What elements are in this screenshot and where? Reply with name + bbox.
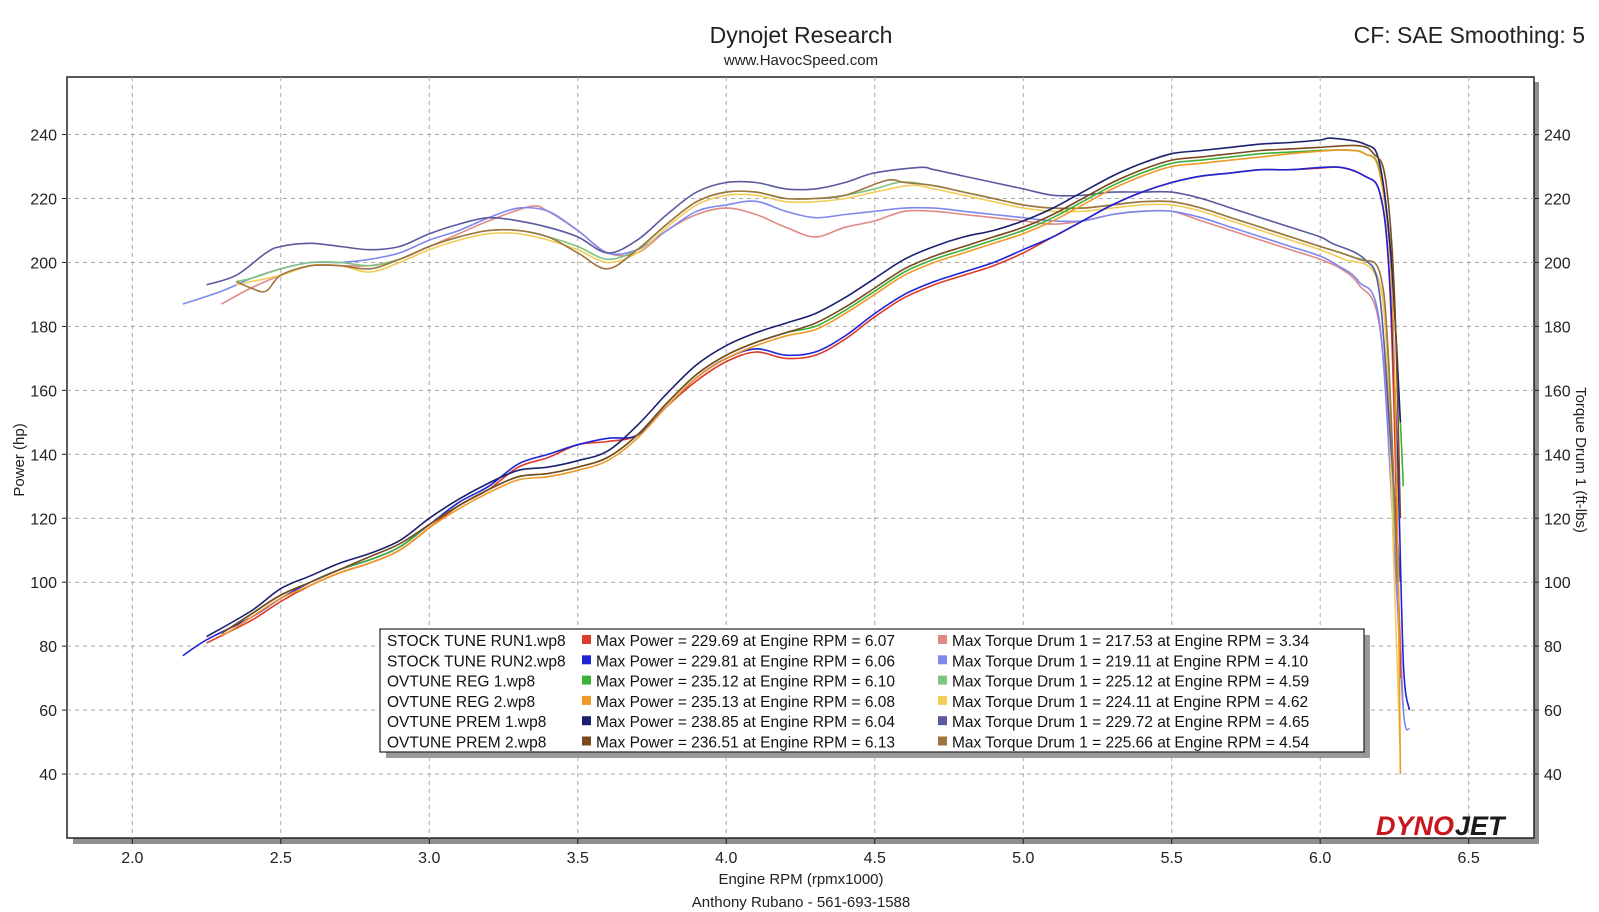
- y-tick-label-right: 140: [1544, 447, 1571, 464]
- power-line-6: [220, 144, 1402, 635]
- series-lines: [182, 137, 1411, 775]
- legend: STOCK TUNE RUN1.wp8 Max Power = 229.69 at…: [379, 628, 1370, 758]
- legend-power-swatch: [582, 695, 591, 705]
- x-axis-label: Engine RPM (rpmx1000): [718, 871, 883, 888]
- y-tick-label: 120: [30, 511, 57, 528]
- legend-power-label: Max Power = 238.85 at Engine RPM = 6.04: [596, 714, 895, 731]
- legend-torque-swatch: [938, 655, 947, 665]
- x-tick-label: 5.0: [1012, 850, 1034, 867]
- legend-torque-swatch: [938, 635, 947, 644]
- legend-torque-label: Max Torque Drum 1 = 229.72 at Engine RPM…: [952, 714, 1309, 731]
- y-tick-label: 60: [39, 703, 57, 720]
- y-tick-label-right: 80: [1544, 639, 1562, 656]
- x-tick-label: 4.0: [715, 850, 737, 867]
- y-axis-left-label: Power (hp): [11, 423, 28, 496]
- logo-text-dyno: DYNO: [1376, 811, 1454, 841]
- legend-power-swatch: [582, 736, 591, 746]
- y-tick-label-right: 60: [1544, 703, 1562, 720]
- y-tick-label: 200: [30, 255, 57, 272]
- legend-power-label: Max Power = 235.13 at Engine RPM = 6.08: [596, 694, 895, 711]
- y-axis-right-ticks: 40 60 80 100 120 140 160 180 200 220 240: [1534, 128, 1571, 784]
- legend-file-name: STOCK TUNE RUN1.wp8: [387, 633, 566, 650]
- legend-file-name: OVTUNE REG 2.wp8: [387, 694, 535, 711]
- x-tick-label: 2.0: [121, 850, 143, 867]
- power-line-4: [220, 149, 1402, 775]
- legend-file-name: OVTUNE REG 1.wp8: [387, 674, 535, 691]
- torque-line-2: [182, 200, 1411, 731]
- x-tick-label: 3.5: [567, 850, 589, 867]
- legend-torque-swatch: [938, 716, 947, 726]
- legend-torque-label: Max Torque Drum 1 = 225.66 at Engine RPM…: [952, 735, 1310, 752]
- x-tick-label: 6.5: [1458, 850, 1480, 867]
- legend-power-swatch: [582, 655, 591, 665]
- legend-torque-swatch: [938, 695, 947, 705]
- legend-file-name: OVTUNE PREM 1.wp8: [387, 714, 546, 731]
- legend-power-label: Max Power = 229.69 at Engine RPM = 6.07: [596, 633, 895, 650]
- legend-box: [379, 628, 1365, 753]
- y-tick-label-right: 100: [1544, 575, 1571, 592]
- legend-power-swatch: [582, 635, 591, 644]
- legend-torque-label: Max Torque Drum 1 = 225.12 at Engine RPM…: [952, 674, 1309, 691]
- x-tick-label: 4.5: [864, 850, 886, 867]
- x-tick-label: 5.5: [1161, 850, 1183, 867]
- footer-contact: Anthony Rubano - 561-693-1588: [692, 894, 911, 911]
- legend-power-label: Max Power = 229.81 at Engine RPM = 6.06: [596, 653, 895, 670]
- y-tick-label-right: 160: [1544, 383, 1571, 400]
- y-tick-label-right: 220: [1544, 192, 1571, 209]
- legend-power-swatch: [582, 716, 591, 726]
- y-tick-label: 40: [39, 767, 57, 784]
- y-tick-label-right: 200: [1544, 255, 1571, 272]
- y-axis-left-ticks: 40 60 80 100 120 140 160 180 200 220 240: [30, 128, 67, 784]
- x-axis-ticks: 2.0 2.5 3.0 3.5 4.0 4.5 5.0 5.5 6.0 6.5: [121, 838, 1480, 867]
- torque-line-4: [236, 184, 1402, 759]
- chart-subtitle: www.HavocSpeed.com: [723, 52, 878, 69]
- x-tick-label: 2.5: [270, 850, 292, 867]
- legend-power-label: Max Power = 235.12 at Engine RPM = 6.10: [596, 674, 895, 691]
- y-tick-label: 240: [30, 128, 57, 145]
- y-axis-right-label: Torque Drum 1 (ft-lbs): [1572, 387, 1589, 533]
- legend-torque-label: Max Torque Drum 1 = 219.11 at Engine RPM…: [952, 653, 1309, 670]
- legend-torque-swatch: [938, 736, 947, 746]
- legend-file-name: STOCK TUNE RUN2.wp8: [387, 653, 566, 670]
- y-tick-label-right: 120: [1544, 511, 1571, 528]
- legend-torque-label: Max Torque Drum 1 = 224.11 at Engine RPM…: [952, 694, 1308, 711]
- y-tick-label: 160: [30, 383, 57, 400]
- y-tick-label: 80: [39, 639, 57, 656]
- dynojet-logo: DYNO JET: [1376, 811, 1507, 841]
- y-tick-label: 140: [30, 447, 57, 464]
- y-tick-label-right: 180: [1544, 319, 1571, 336]
- chart-title: Dynojet Research: [710, 22, 893, 48]
- y-tick-label: 100: [30, 575, 57, 592]
- x-tick-label: 6.0: [1309, 850, 1331, 867]
- y-tick-label-right: 240: [1544, 128, 1571, 145]
- legend-power-swatch: [582, 675, 591, 685]
- legend-torque-swatch: [938, 675, 947, 685]
- legend-file-name: OVTUNE PREM 2.wp8: [387, 735, 546, 752]
- cf-smoothing-label: CF: SAE Smoothing: 5: [1354, 22, 1585, 48]
- torque-line-5: [206, 166, 1402, 583]
- legend-torque-label: Max Torque Drum 1 = 217.53 at Engine RPM…: [952, 633, 1310, 650]
- y-tick-label: 220: [30, 192, 57, 209]
- power-line-5: [206, 137, 1402, 638]
- torque-line-6: [235, 178, 1399, 583]
- y-tick-label-right: 40: [1544, 767, 1562, 784]
- x-tick-label: 3.0: [418, 850, 440, 867]
- logo-text-jet: JET: [1455, 811, 1507, 841]
- y-tick-label: 180: [30, 319, 57, 336]
- legend-power-label: Max Power = 236.51 at Engine RPM = 6.13: [596, 735, 895, 752]
